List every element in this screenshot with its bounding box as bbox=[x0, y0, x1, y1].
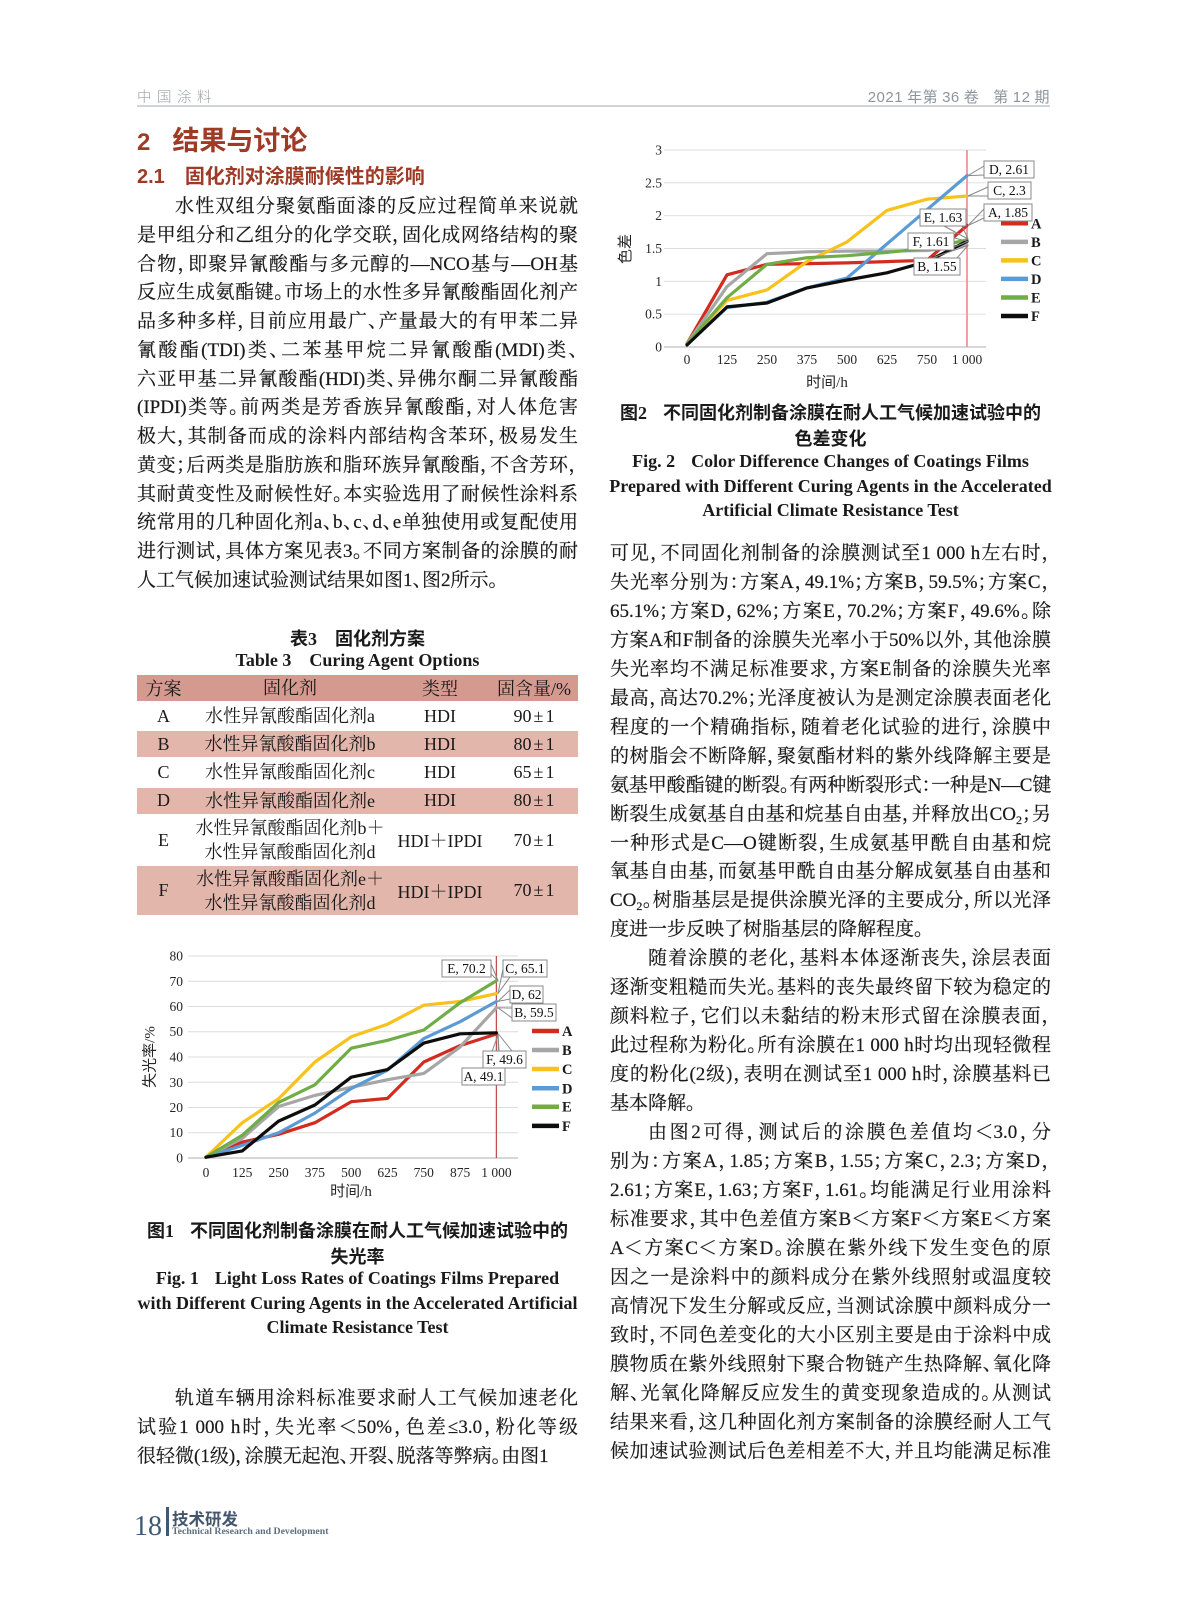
svg-text:E, 1.63: E, 1.63 bbox=[924, 210, 963, 225]
svg-text:70: 70 bbox=[170, 974, 184, 989]
svg-text:B: B bbox=[1031, 235, 1041, 251]
svg-text:失光率/%: 失光率/% bbox=[142, 1026, 159, 1088]
svg-text:625: 625 bbox=[877, 352, 898, 367]
svg-text:F, 1.61: F, 1.61 bbox=[913, 234, 950, 249]
svg-text:A: A bbox=[1031, 216, 1042, 232]
svg-text:750: 750 bbox=[917, 352, 938, 367]
svg-text:D, 2.61: D, 2.61 bbox=[989, 162, 1029, 177]
svg-text:F: F bbox=[562, 1119, 571, 1135]
svg-text:D: D bbox=[1031, 272, 1041, 288]
svg-text:D: D bbox=[562, 1081, 572, 1097]
svg-text:875: 875 bbox=[450, 1165, 471, 1180]
svg-text:E, 70.2: E, 70.2 bbox=[447, 961, 486, 976]
svg-text:125: 125 bbox=[717, 352, 738, 367]
svg-text:D, 62: D, 62 bbox=[512, 987, 542, 1002]
svg-text:500: 500 bbox=[837, 352, 858, 367]
svg-text:2: 2 bbox=[655, 208, 662, 223]
svg-text:750: 750 bbox=[414, 1165, 435, 1180]
svg-text:50: 50 bbox=[170, 1024, 184, 1039]
svg-text:C, 65.1: C, 65.1 bbox=[505, 961, 544, 976]
svg-text:B, 59.5: B, 59.5 bbox=[514, 1005, 554, 1020]
svg-text:500: 500 bbox=[341, 1165, 362, 1180]
svg-text:1 000: 1 000 bbox=[952, 352, 983, 367]
svg-text:C, 2.3: C, 2.3 bbox=[993, 183, 1026, 198]
svg-text:30: 30 bbox=[170, 1075, 184, 1090]
svg-text:0: 0 bbox=[176, 1151, 183, 1166]
svg-text:625: 625 bbox=[377, 1165, 398, 1180]
svg-text:色差: 色差 bbox=[617, 234, 634, 264]
svg-text:2.5: 2.5 bbox=[645, 175, 662, 190]
svg-text:B, 1.55: B, 1.55 bbox=[917, 259, 957, 274]
svg-text:B: B bbox=[562, 1043, 572, 1059]
svg-text:40: 40 bbox=[170, 1050, 184, 1065]
svg-text:20: 20 bbox=[170, 1100, 184, 1115]
svg-text:10: 10 bbox=[170, 1125, 184, 1140]
svg-text:F: F bbox=[1031, 309, 1040, 325]
svg-text:E: E bbox=[1031, 291, 1041, 307]
svg-text:0.5: 0.5 bbox=[645, 307, 662, 322]
svg-text:0: 0 bbox=[203, 1165, 210, 1180]
svg-text:1 000: 1 000 bbox=[481, 1165, 512, 1180]
svg-text:250: 250 bbox=[268, 1165, 289, 1180]
svg-text:A, 49.1: A, 49.1 bbox=[463, 1069, 503, 1084]
svg-text:375: 375 bbox=[305, 1165, 326, 1180]
svg-text:250: 250 bbox=[757, 352, 778, 367]
svg-text:80: 80 bbox=[170, 949, 184, 964]
svg-text:A, 1.85: A, 1.85 bbox=[988, 205, 1028, 220]
svg-text:125: 125 bbox=[232, 1165, 253, 1180]
svg-text:F, 49.6: F, 49.6 bbox=[486, 1052, 523, 1067]
svg-text:1: 1 bbox=[655, 274, 662, 289]
svg-text:C: C bbox=[1031, 253, 1041, 269]
svg-text:1.5: 1.5 bbox=[645, 241, 662, 256]
svg-text:时间/h: 时间/h bbox=[330, 1183, 372, 1200]
svg-text:C: C bbox=[562, 1062, 572, 1078]
svg-text:A: A bbox=[562, 1024, 573, 1040]
svg-text:0: 0 bbox=[655, 340, 662, 355]
svg-text:375: 375 bbox=[797, 352, 818, 367]
svg-text:E: E bbox=[562, 1100, 572, 1116]
svg-text:60: 60 bbox=[170, 999, 184, 1014]
svg-text:时间/h: 时间/h bbox=[806, 374, 848, 391]
svg-text:3: 3 bbox=[655, 143, 662, 158]
svg-text:0: 0 bbox=[684, 352, 691, 367]
